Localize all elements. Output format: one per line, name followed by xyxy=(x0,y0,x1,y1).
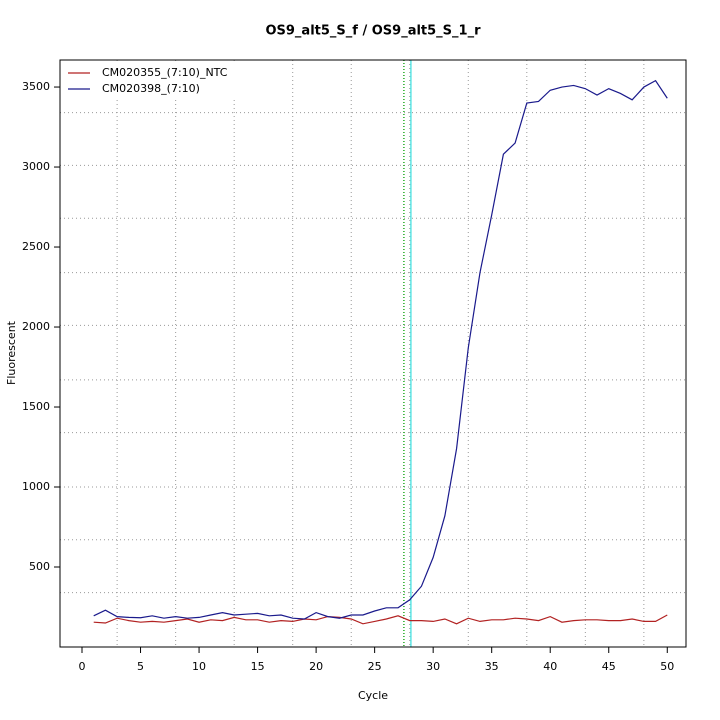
x-tick-label: 45 xyxy=(602,660,616,673)
x-tick-label: 40 xyxy=(543,660,557,673)
y-tick-label: 2000 xyxy=(22,320,50,333)
y-tick-label: 3500 xyxy=(22,80,50,93)
x-tick-label: 30 xyxy=(426,660,440,673)
x-tick-label: 15 xyxy=(251,660,265,673)
chart-title: OS9_alt5_S_f / OS9_alt5_S_1_r xyxy=(265,24,481,39)
y-tick-label: 1500 xyxy=(22,400,50,413)
plot-frame xyxy=(59,59,687,648)
x-tick-label: 0 xyxy=(79,660,86,673)
x-tick-label: 5 xyxy=(137,660,144,673)
x-tick-label: 50 xyxy=(660,660,674,673)
x-tick-label: 10 xyxy=(192,660,206,673)
x-axis-label: Cycle xyxy=(358,689,388,702)
legend-label: CM020355_(7:10)_NTC xyxy=(102,66,228,79)
y-tick-label: 500 xyxy=(29,560,50,573)
y-axis-label: Fluorescent xyxy=(5,320,18,385)
y-tick-label: 3000 xyxy=(22,160,50,173)
series-line xyxy=(93,79,668,620)
x-tick-label: 25 xyxy=(368,660,382,673)
legend-box xyxy=(62,62,238,100)
y-tick-label: 2500 xyxy=(22,240,50,253)
x-tick-label: 20 xyxy=(309,660,323,673)
legend-label: CM020398_(7:10) xyxy=(102,82,200,95)
x-tick-label: 35 xyxy=(485,660,499,673)
series-line xyxy=(93,614,668,625)
y-tick-label: 1000 xyxy=(22,480,50,493)
